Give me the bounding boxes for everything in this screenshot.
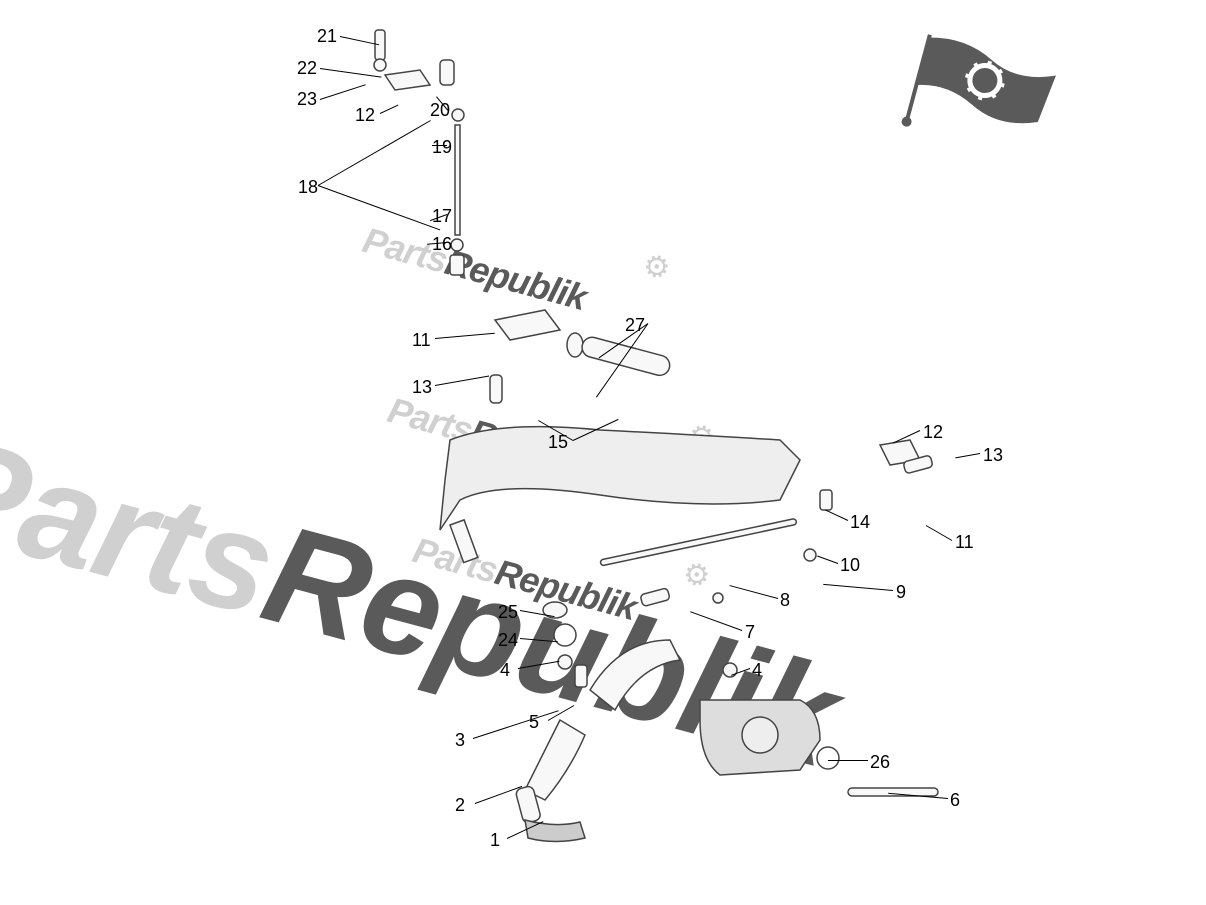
callout-number: 4 xyxy=(752,660,762,681)
callout-number: 1 xyxy=(490,830,500,851)
callout-number: 21 xyxy=(317,26,337,47)
callout-number: 10 xyxy=(840,555,860,576)
leader-line xyxy=(828,760,868,761)
diagram-layer: 2122231220181917161127131512131114109872… xyxy=(0,0,1206,905)
callout-number: 12 xyxy=(355,105,375,126)
callout-number: 11 xyxy=(412,330,431,351)
callout-number: 14 xyxy=(850,512,870,533)
callout-number: 4 xyxy=(500,660,510,681)
callout-number: 11 xyxy=(955,532,974,553)
callout-number: 18 xyxy=(298,177,318,198)
callout-number: 7 xyxy=(745,622,755,643)
callout-number: 13 xyxy=(983,445,1003,466)
callout-number: 12 xyxy=(923,422,943,443)
callout-number: 22 xyxy=(297,58,317,79)
callout-number: 13 xyxy=(412,377,432,398)
callout-number: 23 xyxy=(297,89,317,110)
callout-number: 25 xyxy=(498,602,518,623)
callout-number: 9 xyxy=(896,582,906,603)
callout-number: 6 xyxy=(950,790,960,811)
callout-number: 2 xyxy=(455,795,465,816)
callout-number: 8 xyxy=(780,590,790,611)
callout-number: 16 xyxy=(432,234,452,255)
callout-number: 26 xyxy=(870,752,890,773)
callout-number: 24 xyxy=(498,630,518,651)
callout-number: 3 xyxy=(455,730,465,751)
callout-number: 19 xyxy=(432,137,452,158)
leader-line xyxy=(432,145,447,146)
callout-number: 5 xyxy=(529,712,539,733)
parts-diagram-svg xyxy=(0,0,1206,905)
